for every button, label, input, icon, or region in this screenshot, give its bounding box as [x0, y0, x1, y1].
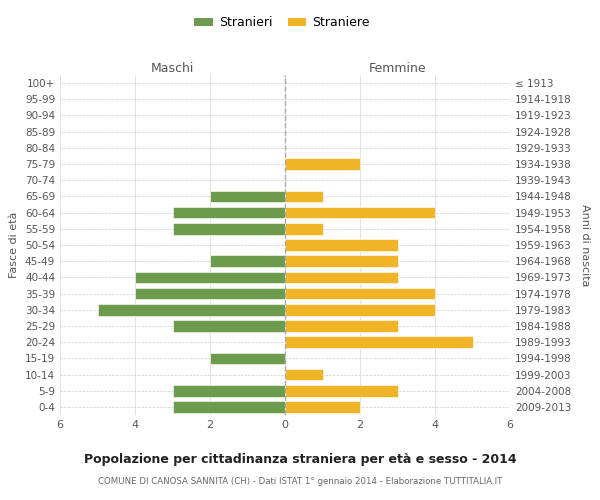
Bar [135, 288, 285, 300]
Y-axis label: Anni di nascita: Anni di nascita [580, 204, 590, 286]
Bar [285, 190, 323, 202]
Bar [285, 336, 473, 348]
Legend: Stranieri, Straniere: Stranieri, Straniere [189, 11, 375, 34]
Bar [285, 368, 323, 380]
Bar [210, 256, 285, 267]
Text: COMUNE DI CANOSA SANNITA (CH) - Dati ISTAT 1° gennaio 2014 - Elaborazione TUTTIT: COMUNE DI CANOSA SANNITA (CH) - Dati IST… [98, 478, 502, 486]
Bar [285, 256, 398, 267]
Bar [285, 320, 398, 332]
Bar [285, 304, 435, 316]
Bar [285, 288, 435, 300]
Bar [173, 401, 285, 412]
Bar [285, 223, 323, 234]
Bar [285, 401, 360, 412]
Y-axis label: Fasce di età: Fasce di età [10, 212, 19, 278]
Bar [285, 272, 398, 283]
Text: Popolazione per cittadinanza straniera per età e sesso - 2014: Popolazione per cittadinanza straniera p… [83, 452, 517, 466]
Bar [135, 272, 285, 283]
Bar [173, 385, 285, 396]
Text: Femmine: Femmine [368, 62, 427, 75]
Bar [285, 239, 398, 251]
Bar [173, 320, 285, 332]
Bar [173, 207, 285, 218]
Text: Maschi: Maschi [151, 62, 194, 75]
Bar [285, 207, 435, 218]
Bar [210, 352, 285, 364]
Bar [210, 190, 285, 202]
Bar [285, 158, 360, 170]
Bar [173, 223, 285, 234]
Bar [285, 385, 398, 396]
Bar [97, 304, 285, 316]
